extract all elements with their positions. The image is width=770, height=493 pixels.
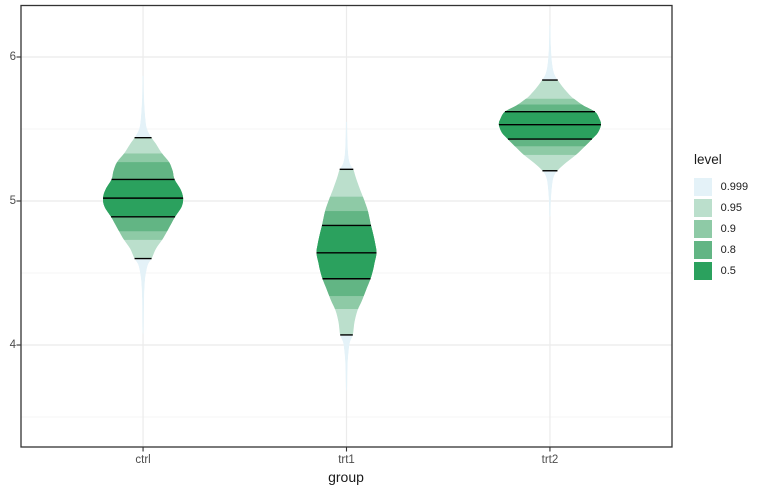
legend-entry-0.5: 0.5 [694, 262, 748, 280]
violin-band-0.5 [498, 111, 601, 140]
legend-title: level [694, 152, 722, 167]
violin-band-0.5 [316, 225, 377, 279]
legend: level 0.999 0.95 0.9 0.8 0.5 [694, 152, 748, 283]
axis-ticks [16, 56, 551, 452]
legend-label: 0.999 [720, 180, 749, 193]
x-tick-label-ctrl: ctrl [135, 454, 151, 466]
quantile-lines-ctrl [103, 136, 184, 260]
legend-swatch-0.95 [694, 199, 712, 217]
legend-entry-0.8: 0.8 [694, 241, 748, 259]
legend-swatch-0.999 [694, 178, 712, 196]
legend-label: 0.9 [720, 222, 736, 235]
quantile-lines-trt2 [498, 79, 601, 172]
y-tick-label-6: 6 [9, 50, 16, 63]
legend-entry-0.999: 0.999 [694, 178, 748, 196]
legend-label: 0.5 [720, 265, 736, 278]
y-tick-label-5: 5 [9, 194, 16, 207]
quantile-lines-trt1 [316, 168, 377, 336]
y-tick-label-4: 4 [9, 338, 16, 351]
legend-entry-0.9: 0.9 [694, 220, 748, 238]
legend-swatch-0.9 [694, 220, 712, 238]
legend-swatch-0.5 [694, 262, 712, 280]
legend-swatch-0.8 [694, 241, 712, 259]
legend-label: 0.95 [720, 201, 743, 214]
x-tick-label-trt2: trt2 [541, 454, 559, 466]
legend-entries: 0.999 0.95 0.9 0.8 0.5 [694, 178, 748, 280]
legend-entry-0.95: 0.95 [694, 199, 748, 217]
legend-label: 0.8 [720, 244, 736, 257]
x-axis-title: group [328, 469, 364, 485]
x-tick-label-trt1: trt1 [338, 454, 355, 466]
